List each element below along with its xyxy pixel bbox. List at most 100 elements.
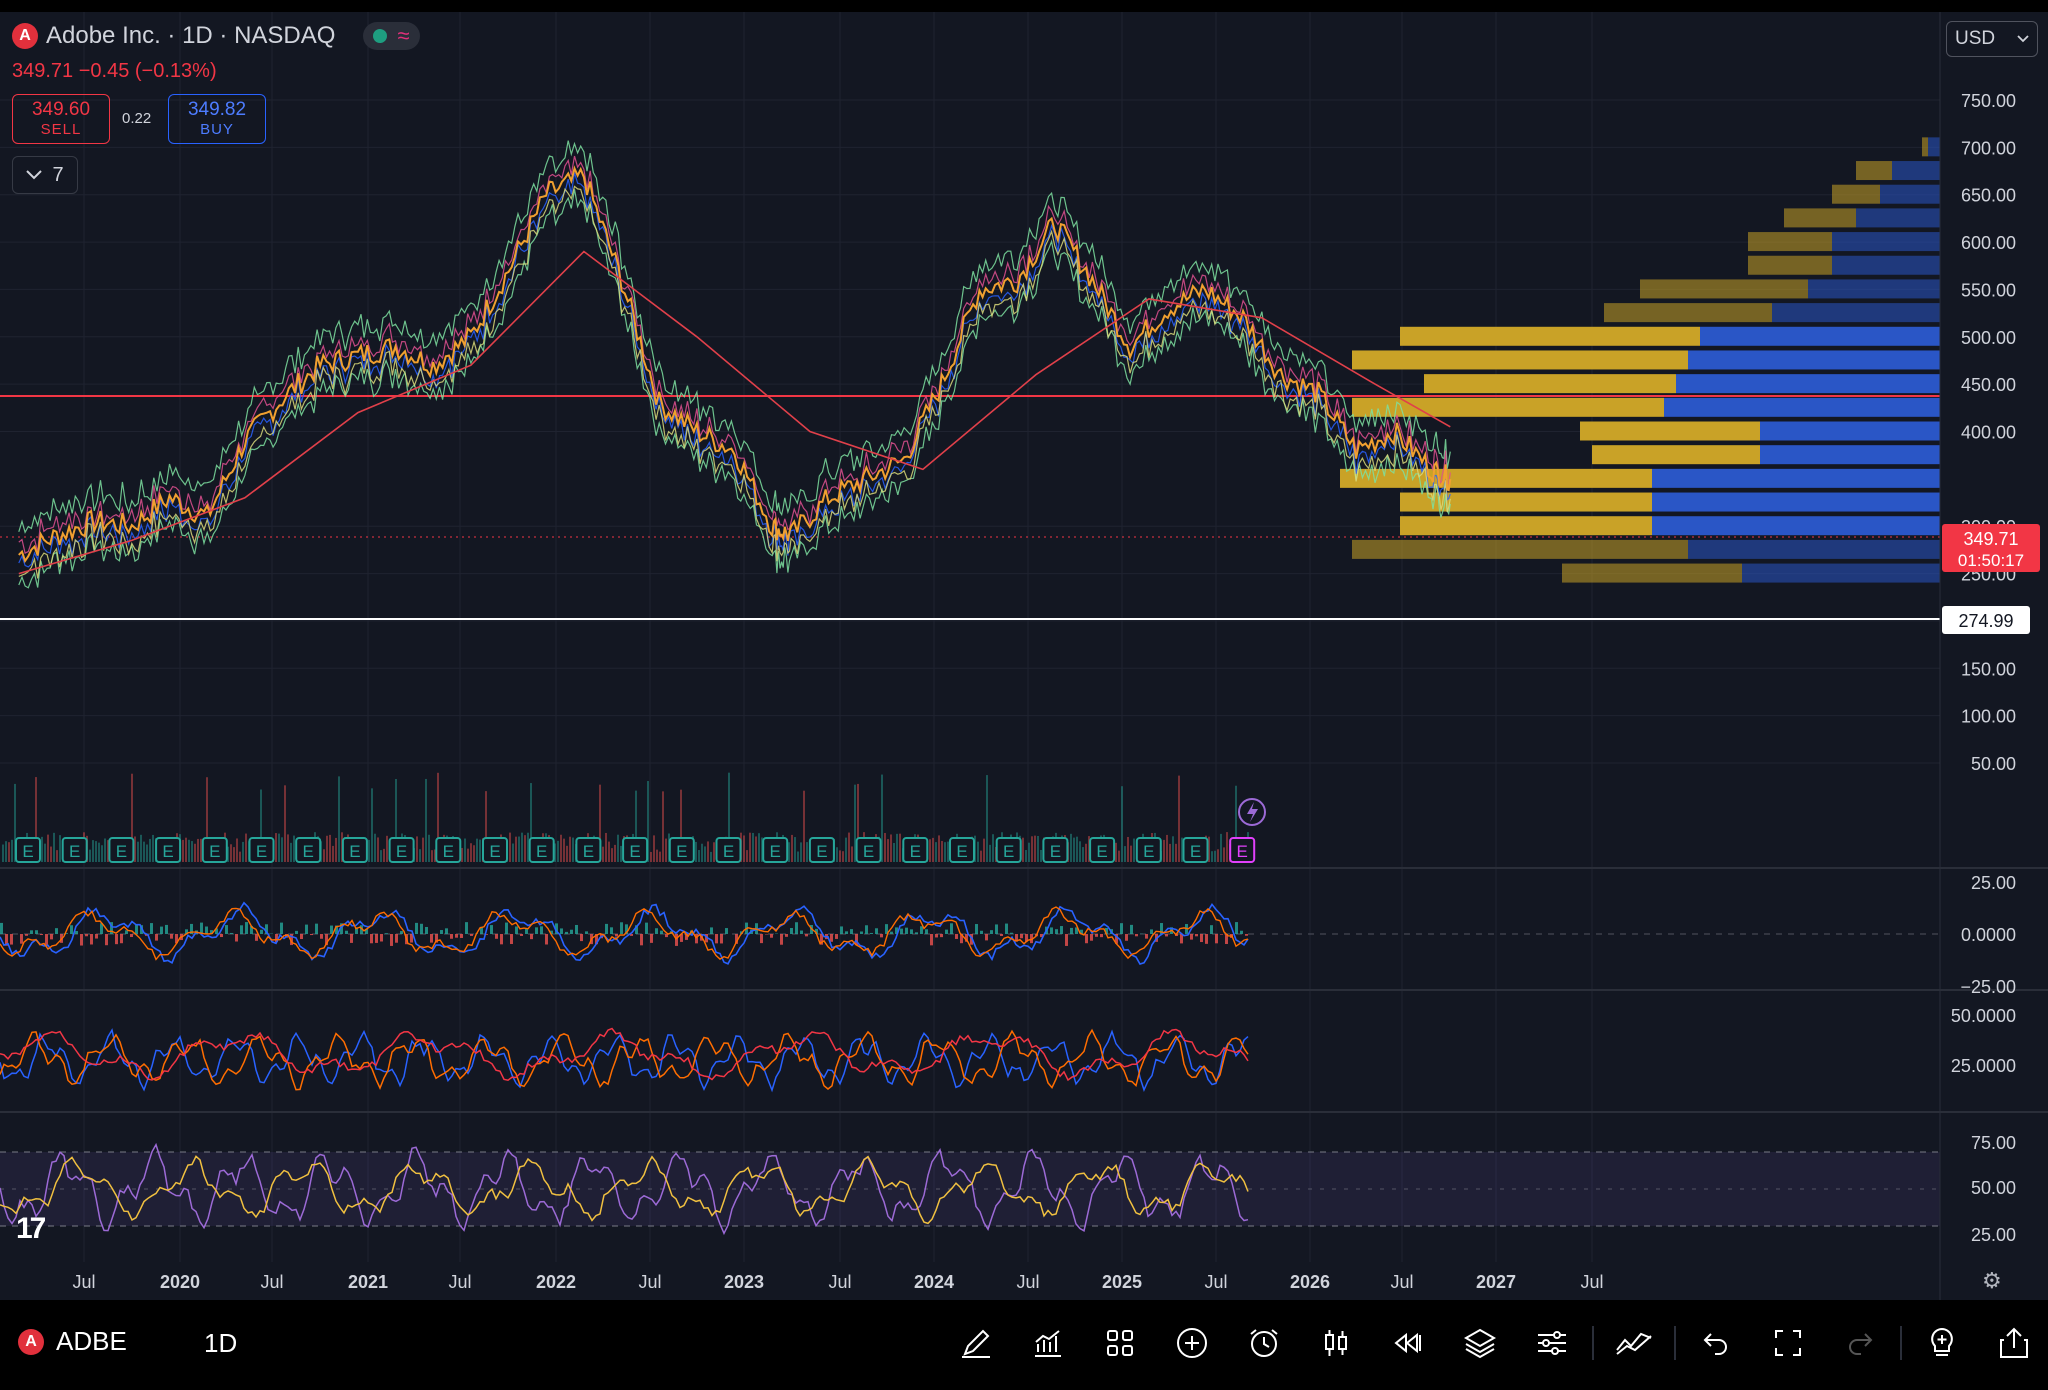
- volume-bar: [659, 851, 661, 862]
- volume-bar: [56, 850, 58, 862]
- chart-type-button[interactable]: [1300, 1320, 1372, 1366]
- earnings-marker[interactable]: E: [295, 837, 322, 863]
- band-line: [18, 172, 1451, 568]
- add-button[interactable]: [1156, 1320, 1228, 1366]
- settings-button[interactable]: [1516, 1320, 1588, 1366]
- earnings-marker[interactable]: E: [435, 837, 462, 863]
- earnings-marker[interactable]: E: [388, 837, 415, 863]
- macd-histogram-bar: [340, 923, 343, 934]
- redo-button[interactable]: [1824, 1320, 1896, 1366]
- earnings-marker[interactable]: E: [949, 837, 975, 863]
- time-tick-label: 2026: [1290, 1272, 1330, 1292]
- earnings-marker[interactable]: E: [715, 837, 742, 863]
- layouts-button[interactable]: [1084, 1320, 1156, 1366]
- earnings-marker[interactable]: E: [668, 837, 695, 863]
- compare-button[interactable]: [1598, 1320, 1670, 1366]
- macd-histogram-bar: [815, 928, 818, 934]
- earnings-marker[interactable]: E: [15, 837, 41, 863]
- time-tick-label: Jul: [1204, 1272, 1227, 1292]
- symbol-title[interactable]: Adobe Inc. · 1D · NASDAQ: [46, 22, 336, 49]
- earnings-marker[interactable]: E: [482, 837, 508, 863]
- macd-histogram-bar: [550, 930, 553, 934]
- share-button[interactable]: [1978, 1320, 2048, 1366]
- currency-select[interactable]: USD: [1946, 21, 2038, 57]
- earnings-marker[interactable]: E: [995, 837, 1022, 863]
- earnings-marker[interactable]: E: [61, 837, 88, 863]
- earnings-marker[interactable]: E: [528, 837, 555, 863]
- earnings-marker[interactable]: E: [575, 837, 602, 863]
- macd-histogram-bar: [665, 934, 668, 938]
- volume-bar: [1037, 835, 1039, 862]
- buy-button[interactable]: 349.82 BUY: [168, 94, 266, 144]
- status-indicators[interactable]: ≈: [363, 22, 420, 50]
- macd-histogram-bar: [1245, 934, 1248, 936]
- volume-profile-buy-bar: [1760, 421, 1940, 441]
- earnings-marker[interactable]: E: [155, 837, 182, 863]
- replay-button[interactable]: [1372, 1320, 1444, 1366]
- lightning-icon[interactable]: [1238, 798, 1266, 826]
- earnings-marker[interactable]: E: [1229, 837, 1256, 863]
- fullscreen-button[interactable]: [1752, 1320, 1824, 1366]
- indicator-tick-label: 25.00: [1971, 873, 2016, 893]
- volume-profile-sell-bar: [1424, 374, 1676, 394]
- volume-bar: [755, 836, 757, 862]
- macd-histogram-bar: [1070, 927, 1073, 934]
- settings-gear-icon[interactable]: ⚙: [1982, 1268, 2002, 1293]
- fullscreen-icon: [1775, 1330, 1801, 1356]
- volume-profile-sell-bar: [1340, 468, 1652, 488]
- dmi-scale[interactable]: 50.0000 25.0000: [1951, 1006, 2016, 1076]
- earnings-marker[interactable]: E: [248, 837, 275, 863]
- volume-profile-sell-bar: [1748, 255, 1832, 275]
- earnings-marker[interactable]: E: [341, 837, 368, 863]
- macd-histogram-bar: [520, 934, 523, 936]
- earnings-marker[interactable]: E: [1042, 837, 1069, 863]
- volume-profile[interactable]: [1340, 137, 1940, 583]
- earnings-marker[interactable]: E: [855, 837, 882, 863]
- macd-histogram-bar: [430, 934, 433, 943]
- macd-histogram-bar: [1020, 934, 1023, 939]
- volume-bar: [206, 777, 208, 862]
- macd-histogram-bar: [595, 934, 598, 945]
- earnings-marker[interactable]: E: [808, 837, 835, 863]
- sell-button[interactable]: 349.60 SELL: [12, 94, 110, 144]
- undo-button[interactable]: [1680, 1320, 1752, 1366]
- price-series-line[interactable]: [18, 165, 1452, 564]
- volume-profile-buy-bar: [1832, 255, 1940, 275]
- volume-profile-buy-bar: [1742, 563, 1940, 583]
- macd-histogram-bar: [375, 934, 378, 943]
- timeframe-select[interactable]: 1D: [204, 1328, 238, 1358]
- alert-button[interactable]: [1228, 1320, 1300, 1366]
- macd-histogram-bar: [125, 930, 128, 934]
- volume-bar: [728, 772, 730, 862]
- macd-histogram-bar: [890, 931, 893, 934]
- earnings-marker[interactable]: E: [1135, 837, 1162, 863]
- earnings-marker[interactable]: E: [902, 837, 929, 863]
- earnings-marker[interactable]: E: [1089, 837, 1116, 863]
- volume-bar: [1175, 843, 1177, 862]
- earnings-marker[interactable]: E: [201, 837, 228, 863]
- earnings-marker[interactable]: E: [762, 837, 789, 863]
- volume-bar: [713, 842, 715, 862]
- time-scale[interactable]: Jul 2020 Jul 2021 Jul 2022 Jul 2023 Jul 2024 Jul 20…: [72, 1272, 1603, 1292]
- macd-scale[interactable]: 25.00 0.0000 −25.00: [1960, 873, 2016, 997]
- volume-bar: [1118, 850, 1120, 862]
- draw-tool-button[interactable]: [940, 1320, 1012, 1366]
- macd-histogram-bar: [1210, 925, 1213, 934]
- rsi-scale[interactable]: 75.00 50.00 25.00: [1971, 1133, 2016, 1245]
- symbol-header[interactable]: A Adobe Inc. · 1D · NASDAQ ≈: [12, 22, 420, 50]
- earnings-marker[interactable]: E: [1182, 837, 1209, 863]
- volume-bar: [140, 834, 142, 862]
- earnings-marker[interactable]: E: [622, 837, 649, 863]
- earnings-marker[interactable]: E: [108, 837, 135, 863]
- indicators-collapse-button[interactable]: 7: [12, 156, 78, 194]
- macd-histogram-bar: [305, 924, 308, 934]
- price-scale[interactable]: 750.00 700.00 650.00 600.00 550.00 500.00 450.…: [1961, 91, 2016, 774]
- object-tree-button[interactable]: [1444, 1320, 1516, 1366]
- indicators-button[interactable]: [1012, 1320, 1084, 1366]
- volume-bar: [1124, 846, 1126, 862]
- symbol-select[interactable]: A ADBE: [18, 1326, 127, 1357]
- ideas-button[interactable]: [1906, 1320, 1978, 1366]
